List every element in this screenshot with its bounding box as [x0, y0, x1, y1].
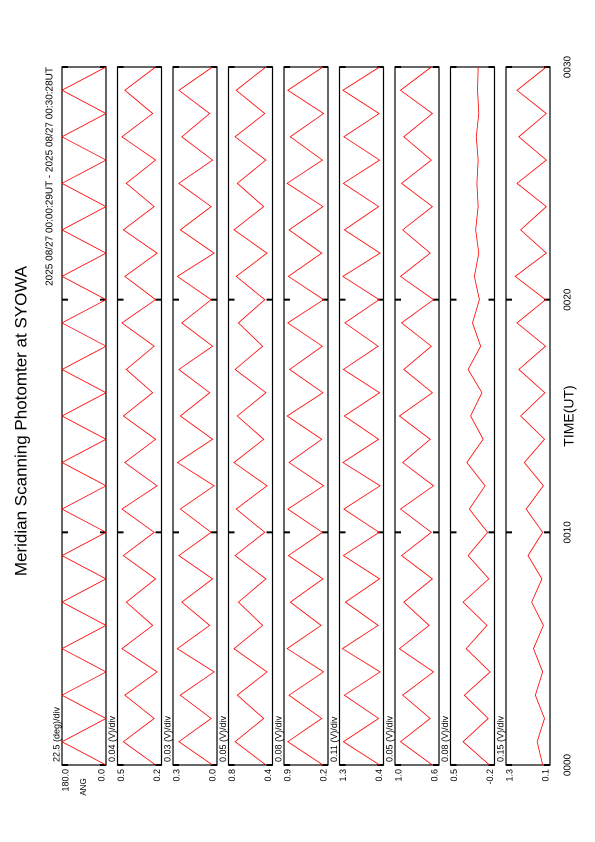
y-tick-label: 0.5: [449, 769, 459, 782]
scale-label: 0.05 (V)/div: [218, 715, 228, 762]
signal-line: [398, 66, 435, 766]
panel-frame: [394, 66, 440, 766]
y-tick-label: 1.3: [338, 769, 348, 782]
x-axis-label: TIME(UT): [561, 385, 577, 446]
signal-line: [514, 66, 547, 766]
panel-frame: [172, 66, 218, 766]
y-tick-label: 0.1: [540, 769, 550, 782]
y-tick-label: 0.0: [207, 769, 217, 782]
panel-frame: [338, 66, 385, 766]
scale-label: 0.04 (V)/div: [107, 715, 117, 762]
y-axis-label: ANG: [79, 778, 88, 795]
y-tick-label: -0.2: [485, 769, 495, 785]
panel-frame: [449, 66, 496, 766]
y-tick-label: 0.2: [152, 769, 162, 782]
y-tick-label: 0.0: [96, 769, 106, 782]
scale-label: 0.05 (V)/div: [384, 715, 394, 762]
y-tick-label: 180.0: [60, 769, 70, 792]
signal-line: [121, 66, 158, 766]
x-tick-label: 0030: [563, 55, 574, 78]
scale-label: 0.11 (V)/div: [329, 716, 339, 762]
y-tick-label: 0.2: [318, 769, 328, 782]
panel-frame: [227, 66, 274, 766]
x-tick-label: 0020: [563, 288, 574, 311]
signal-line: [176, 66, 215, 766]
y-tick-label: 0.4: [374, 769, 384, 782]
y-tick-label: 0.5: [116, 769, 126, 782]
y-tick-label: 0.9: [282, 769, 292, 782]
y-tick-label: 0.3: [171, 769, 181, 782]
chart-subtitle: 2025 08/27 00:00:29UT - 2025 08/27 00:30…: [45, 67, 56, 286]
panel-frame: [505, 66, 551, 766]
panel-frame: [116, 66, 163, 766]
scale-label: 0.08 (V)/div: [440, 715, 450, 762]
scale-label: 0.15 (V)/div: [495, 715, 505, 762]
y-tick-label: 0.8: [227, 769, 237, 782]
y-tick-label: 1.0: [393, 769, 403, 782]
signal-line: [341, 66, 381, 766]
signal-line: [61, 66, 107, 766]
scale-label: 22.5 (deg)/div: [51, 706, 61, 762]
panel-frame: [283, 66, 329, 766]
signal-line: [462, 66, 491, 766]
chart-title: Meridian Scanning Photomter at SYOWA: [11, 265, 30, 576]
y-tick-label: 0.6: [429, 769, 439, 782]
signal-line: [286, 66, 325, 766]
scale-label: 0.03 (V)/div: [162, 715, 172, 762]
scale-label: 0.08 (V)/div: [273, 715, 283, 762]
x-tick-label: 0010: [563, 521, 574, 544]
signal-line: [233, 66, 268, 766]
y-tick-label: 1.3: [504, 769, 514, 782]
y-tick-label: 0.4: [263, 769, 273, 782]
x-tick-label: 0000: [563, 753, 574, 776]
